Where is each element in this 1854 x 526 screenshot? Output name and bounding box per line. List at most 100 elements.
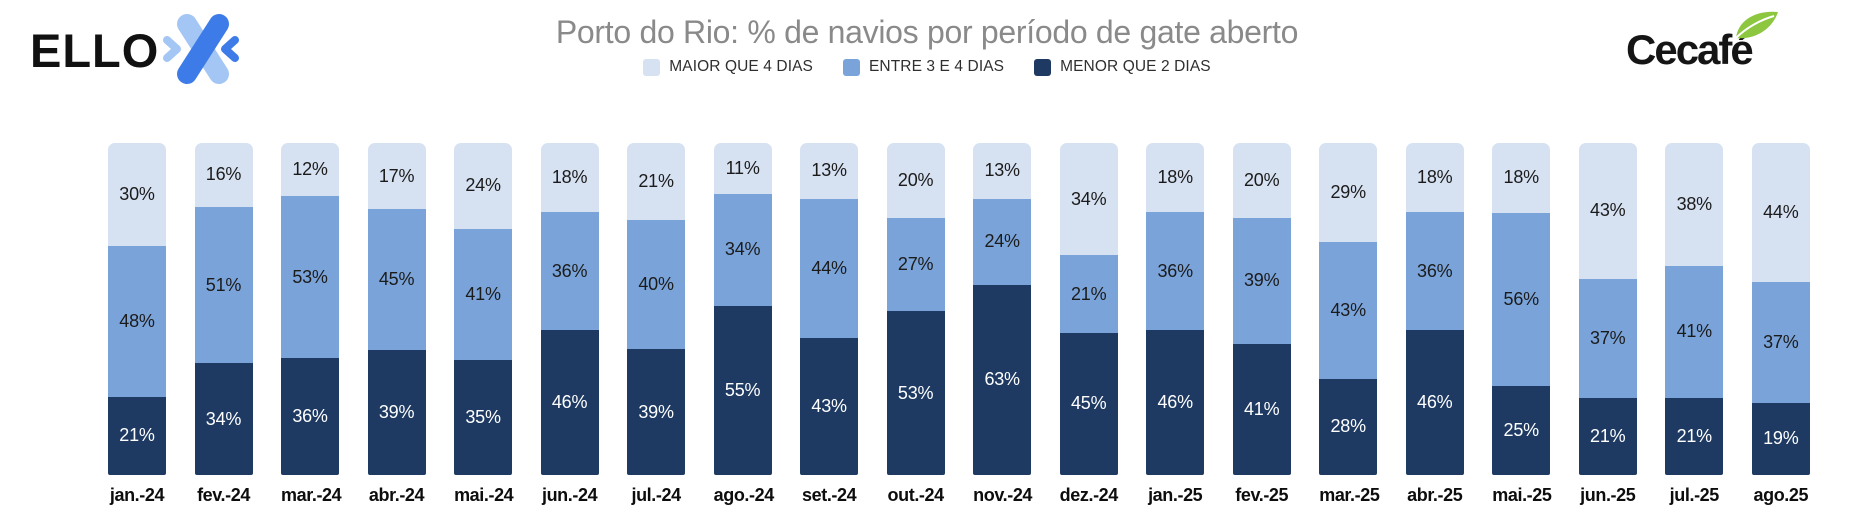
bar-value-label: 11%	[725, 157, 760, 178]
bar-value-label: 36%	[1157, 260, 1193, 281]
bar-column: 13% 24% 63% nov.-24	[973, 143, 1032, 506]
stacked-bar: 24% 41% 35%	[454, 143, 513, 475]
x-axis-label: jan.-25	[1148, 485, 1203, 505]
bar-value-label: 16%	[205, 164, 242, 185]
bar-value-label: 28%	[1330, 416, 1367, 437]
bar-value-label: 41%	[465, 283, 501, 304]
stacked-bar: 12% 53% 36%	[281, 143, 340, 475]
bar-segment: 46%	[1405, 330, 1464, 475]
bar-value-label: 24%	[465, 175, 501, 196]
bar-value-label: 44%	[1763, 202, 1799, 223]
bar-segment: 34%	[713, 193, 772, 307]
bar-value-label: 41%	[1243, 398, 1280, 419]
bar-column: 44% 37% 19% ago.25	[1751, 143, 1810, 506]
bar-value-label: 17%	[378, 165, 415, 186]
bar-segment: 29%	[1319, 143, 1378, 243]
stacked-bar: 44% 37% 19%	[1751, 143, 1810, 475]
bar-value-label: 24%	[984, 231, 1020, 252]
x-axis-label: out.-24	[887, 485, 945, 505]
bar-segment: 36%	[1405, 212, 1464, 331]
bar-segment: 36%	[281, 358, 340, 475]
bar-value-label: 40%	[638, 274, 674, 295]
legend-item-1: ENTRE 3 E 4 DIAS	[842, 58, 1004, 76]
bar-value-label: 39%	[378, 402, 415, 423]
bar-segment: 45%	[1059, 332, 1118, 475]
bar-segment: 43%	[1319, 242, 1378, 379]
bar-segment: 20%	[1232, 143, 1291, 218]
bar-segment: 40%	[627, 220, 686, 350]
bar-segment: 30%	[108, 143, 166, 246]
x-axis-label: ago.25	[1753, 485, 1809, 505]
bar-segment: 44%	[800, 198, 859, 339]
bar-segment: 34%	[1059, 143, 1118, 256]
bar-segment: 37%	[1578, 278, 1637, 399]
bar-segment: 36%	[540, 212, 599, 331]
bar-column: 17% 45% 39% abr.-24	[367, 143, 426, 506]
bar-segment: 46%	[540, 330, 599, 475]
bar-segment: 36%	[1146, 212, 1205, 331]
x-axis-label: mai.-24	[454, 485, 514, 505]
stacked-bar: 34% 21% 45%	[1059, 143, 1118, 475]
bar-segment: 12%	[281, 143, 340, 196]
stacked-bar: 17% 45% 39%	[367, 143, 426, 475]
bar-value-label: 41%	[1676, 321, 1713, 342]
bar-segment: 28%	[1319, 378, 1378, 475]
bar-column: 20% 27% 53% out.-24	[886, 143, 945, 506]
bar-segment: 34%	[194, 363, 253, 475]
bar-value-label: 56%	[1503, 288, 1540, 309]
stacked-bar: 20% 27% 53%	[886, 143, 945, 475]
bar-chart: 30% 48% 21% jan.-24 16% 51% 34% fev.-24 12% 53% 36…	[108, 143, 1810, 506]
x-axis-label: ago.-24	[713, 485, 775, 505]
stacked-bar: 13% 44% 43%	[800, 143, 859, 475]
legend-swatch-icon	[643, 58, 661, 76]
bar-column: 12% 53% 36% mar.-24	[281, 143, 342, 506]
bar-value-label: 19%	[1763, 428, 1799, 449]
stacked-bar: 16% 51% 34%	[194, 143, 253, 475]
stacked-bar: 38% 41% 21%	[1665, 143, 1724, 475]
x-axis-label: mai.-25	[1492, 485, 1552, 505]
bar-column: 21% 40% 39% jul.-24	[627, 143, 686, 506]
bar-segment: 39%	[627, 349, 686, 475]
stacked-bar: 29% 43% 28%	[1319, 143, 1378, 475]
bar-segment: 18%	[540, 143, 599, 213]
bar-segment: 45%	[367, 209, 426, 351]
bar-value-label: 21%	[1070, 283, 1107, 304]
leaf-icon	[1722, 8, 1782, 47]
bar-column: 16% 51% 34% fev.-24	[194, 143, 253, 506]
cecafe-logo: Cecafé	[1626, 10, 1826, 80]
x-axis-label: jul.-25	[1669, 485, 1720, 505]
bar-value-label: 18%	[551, 167, 588, 188]
bar-column: 43% 37% 21% jun.-25	[1578, 143, 1637, 506]
bar-value-label: 43%	[1590, 200, 1626, 221]
bar-segment: 55%	[713, 306, 772, 475]
bar-value-label: 21%	[638, 171, 674, 192]
x-axis-label: jul.-24	[631, 485, 681, 505]
stacked-bar: 13% 24% 63%	[973, 143, 1032, 475]
x-axis-label: dez.-24	[1059, 485, 1119, 505]
bar-segment: 43%	[1578, 143, 1637, 279]
bar-segment: 16%	[194, 143, 253, 207]
bar-segment: 18%	[1405, 143, 1464, 213]
legend-swatch-icon	[1034, 58, 1052, 76]
bar-value-label: 20%	[1243, 169, 1280, 190]
x-axis-label: mar.-25	[1319, 485, 1380, 505]
bar-column: 34% 21% 45% dez.-24	[1059, 143, 1119, 506]
stacked-bar: 18% 36% 46%	[1405, 143, 1464, 475]
bar-value-label: 27%	[897, 254, 934, 275]
bar-segment: 21%	[1665, 397, 1724, 475]
bar-column: 18% 36% 46% jun.-24	[540, 143, 599, 506]
bar-segment: 35%	[454, 359, 513, 475]
x-axis-label: abr.-24	[368, 485, 425, 505]
bar-value-label: 34%	[1070, 188, 1107, 209]
x-axis-label: fev.-24	[197, 485, 250, 505]
stacked-bar: 18% 36% 46%	[540, 143, 599, 475]
bar-segment: 41%	[1232, 343, 1291, 475]
stacked-bar: 43% 37% 21%	[1578, 143, 1637, 475]
bar-column: 24% 41% 35% mai.-24	[454, 143, 514, 506]
bar-segment: 18%	[1492, 143, 1551, 213]
bar-value-label: 55%	[724, 380, 761, 401]
chart-area: 30% 48% 21% jan.-24 16% 51% 34% fev.-24 12% 53% 36…	[0, 143, 1854, 506]
bar-value-label: 44%	[811, 258, 847, 279]
bar-column: 18% 56% 25% mai.-25	[1492, 143, 1552, 506]
bar-value-label: 46%	[1157, 392, 1193, 413]
